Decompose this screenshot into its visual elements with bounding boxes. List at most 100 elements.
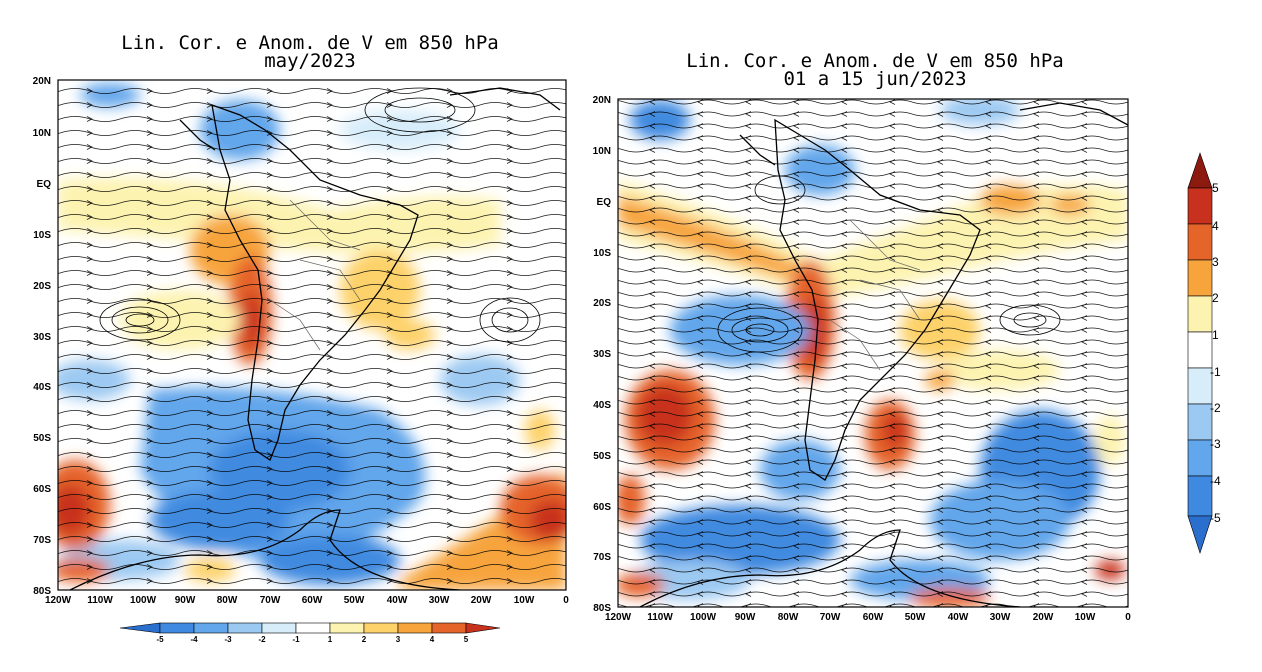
cb-v-seg bbox=[1187, 152, 1213, 189]
cb-v-label: -4 bbox=[1210, 474, 1221, 488]
map1-title: Lin. Cor. e Anom. de V em 850 hPa may/20… bbox=[60, 32, 560, 71]
lat-label: 40S bbox=[33, 382, 51, 393]
lat-label: 30S bbox=[593, 349, 611, 360]
cb-v-seg bbox=[1187, 331, 1213, 369]
lat-label: 50S bbox=[593, 451, 611, 462]
lat-label: 50S bbox=[33, 433, 51, 444]
map1-lon-axis: 120W 110W 100W 90W 80W 70W 60W 50W 40W 3… bbox=[45, 595, 569, 606]
lat-label: 20S bbox=[33, 281, 51, 292]
cb-h-label: 3 bbox=[396, 635, 401, 644]
cb-v-label: 2 bbox=[1212, 291, 1219, 305]
lat-label: 40S bbox=[593, 400, 611, 411]
map1-coastlines bbox=[69, 87, 561, 590]
lon-label: 40W bbox=[948, 612, 969, 623]
lon-label: 80W bbox=[778, 612, 799, 623]
cb-h-label: -3 bbox=[224, 635, 232, 644]
lon-label: 0 bbox=[563, 595, 569, 606]
lat-label: 70S bbox=[33, 535, 51, 546]
cb-h-label: 1 bbox=[328, 635, 333, 644]
map1-anomaly-shading bbox=[58, 80, 566, 590]
lat-label: 80S bbox=[33, 586, 51, 597]
cb-v-label: 3 bbox=[1212, 255, 1219, 269]
lon-label: 30W bbox=[429, 595, 450, 606]
colorbar-vertical: 5 4 3 2 1 -1 -2 -3 -4 -5 bbox=[1187, 152, 1221, 554]
lon-label: 60W bbox=[863, 612, 884, 623]
lat-label: 20N bbox=[33, 76, 51, 87]
lat-label: 20S bbox=[593, 298, 611, 309]
lat-label: EQ bbox=[597, 197, 612, 208]
lat-label: 70S bbox=[593, 552, 611, 563]
cb-h-seg bbox=[363, 622, 399, 634]
cb-h-seg bbox=[465, 622, 501, 634]
cb-v-seg bbox=[1187, 367, 1213, 405]
cb-v-label: 1 bbox=[1212, 328, 1219, 342]
cb-v-seg bbox=[1187, 259, 1213, 297]
map1-title-line1: Lin. Cor. e Anom. de V em 850 hPa bbox=[121, 32, 499, 54]
cb-h-label: -4 bbox=[190, 635, 198, 644]
map2-coastlines bbox=[639, 102, 1128, 607]
cb-h-seg bbox=[295, 622, 331, 634]
cb-v-label: -5 bbox=[1210, 511, 1221, 525]
lat-label: 20N bbox=[593, 95, 611, 106]
lat-label: 10N bbox=[33, 128, 51, 139]
cb-v-seg bbox=[1187, 515, 1213, 554]
lat-label: 80S bbox=[593, 603, 611, 614]
cb-v-seg bbox=[1187, 403, 1213, 441]
lat-label: 10S bbox=[33, 230, 51, 241]
lon-label: 10W bbox=[514, 595, 535, 606]
map2-title: Lin. Cor. e Anom. de V em 850 hPa 01 a 1… bbox=[620, 52, 1130, 90]
lon-label: 20W bbox=[471, 595, 492, 606]
lat-label: 10S bbox=[593, 248, 611, 259]
lon-label: 110W bbox=[647, 612, 673, 623]
cb-v-seg bbox=[1187, 187, 1213, 225]
cb-v-seg bbox=[1187, 223, 1213, 261]
lon-label: 60W bbox=[302, 595, 323, 606]
lon-label: 100W bbox=[130, 595, 157, 606]
cb-v-label: 4 bbox=[1212, 219, 1219, 233]
lon-label: 80W bbox=[217, 595, 238, 606]
map2-lon-axis: 120W 110W 100W 90W 80W 70W 60W 50W 40W 3… bbox=[605, 612, 1131, 623]
cb-h-seg bbox=[159, 622, 195, 634]
cb-h-seg bbox=[431, 622, 467, 634]
lon-label: 20W bbox=[1033, 612, 1054, 623]
map2-title-line2: 01 a 15 jun/2023 bbox=[783, 68, 967, 90]
cb-v-seg bbox=[1187, 295, 1213, 333]
map2-anomaly-shading bbox=[618, 99, 1128, 607]
lat-label: 10N bbox=[593, 146, 611, 157]
lon-label: 0 bbox=[1125, 612, 1131, 623]
cb-h-label: -5 bbox=[156, 635, 164, 644]
cb-h-seg bbox=[193, 622, 229, 634]
cb-h-label: -2 bbox=[258, 635, 266, 644]
cb-h-seg bbox=[329, 622, 365, 634]
cb-h-seg bbox=[261, 622, 297, 634]
cb-h-label: -1 bbox=[292, 635, 300, 644]
cb-v-label: 5 bbox=[1212, 181, 1219, 195]
lon-label: 90W bbox=[175, 595, 196, 606]
lon-label: 110W bbox=[87, 595, 113, 606]
cb-h-label: 4 bbox=[430, 635, 435, 644]
lon-label: 50W bbox=[344, 595, 365, 606]
cb-v-label: -3 bbox=[1210, 437, 1221, 451]
lon-label: 40W bbox=[387, 595, 408, 606]
lon-label: 30W bbox=[990, 612, 1011, 623]
cb-h-seg bbox=[397, 622, 433, 634]
map1: 20N 10N EQ 10S 20S 30S 40S 50S 60S 70S 8… bbox=[33, 76, 570, 606]
cb-v-label: -1 bbox=[1210, 365, 1221, 379]
cb-v-seg bbox=[1187, 439, 1213, 477]
cb-h-seg bbox=[227, 622, 263, 634]
lat-label: 60S bbox=[593, 502, 611, 513]
lon-label: 90W bbox=[735, 612, 756, 623]
cb-h-seg bbox=[119, 622, 161, 634]
map2: 20N 10N EQ 10S 20S 30S 40S 50S 60S 70S 8… bbox=[593, 95, 1132, 623]
lon-label: 120W bbox=[45, 595, 72, 606]
colorbar-horizontal: -5 -4 -3 -2 -1 1 2 3 4 5 bbox=[119, 622, 501, 644]
lat-label: 60S bbox=[33, 484, 51, 495]
map1-lat-axis: 20N 10N EQ 10S 20S 30S 40S 50S 60S 70S 8… bbox=[33, 76, 52, 597]
lon-label: 70W bbox=[820, 612, 841, 623]
lon-label: 50W bbox=[905, 612, 926, 623]
lat-label: 30S bbox=[33, 332, 51, 343]
cb-h-label: 5 bbox=[464, 635, 469, 644]
lat-label: EQ bbox=[37, 179, 52, 190]
lon-label: 100W bbox=[690, 612, 717, 623]
